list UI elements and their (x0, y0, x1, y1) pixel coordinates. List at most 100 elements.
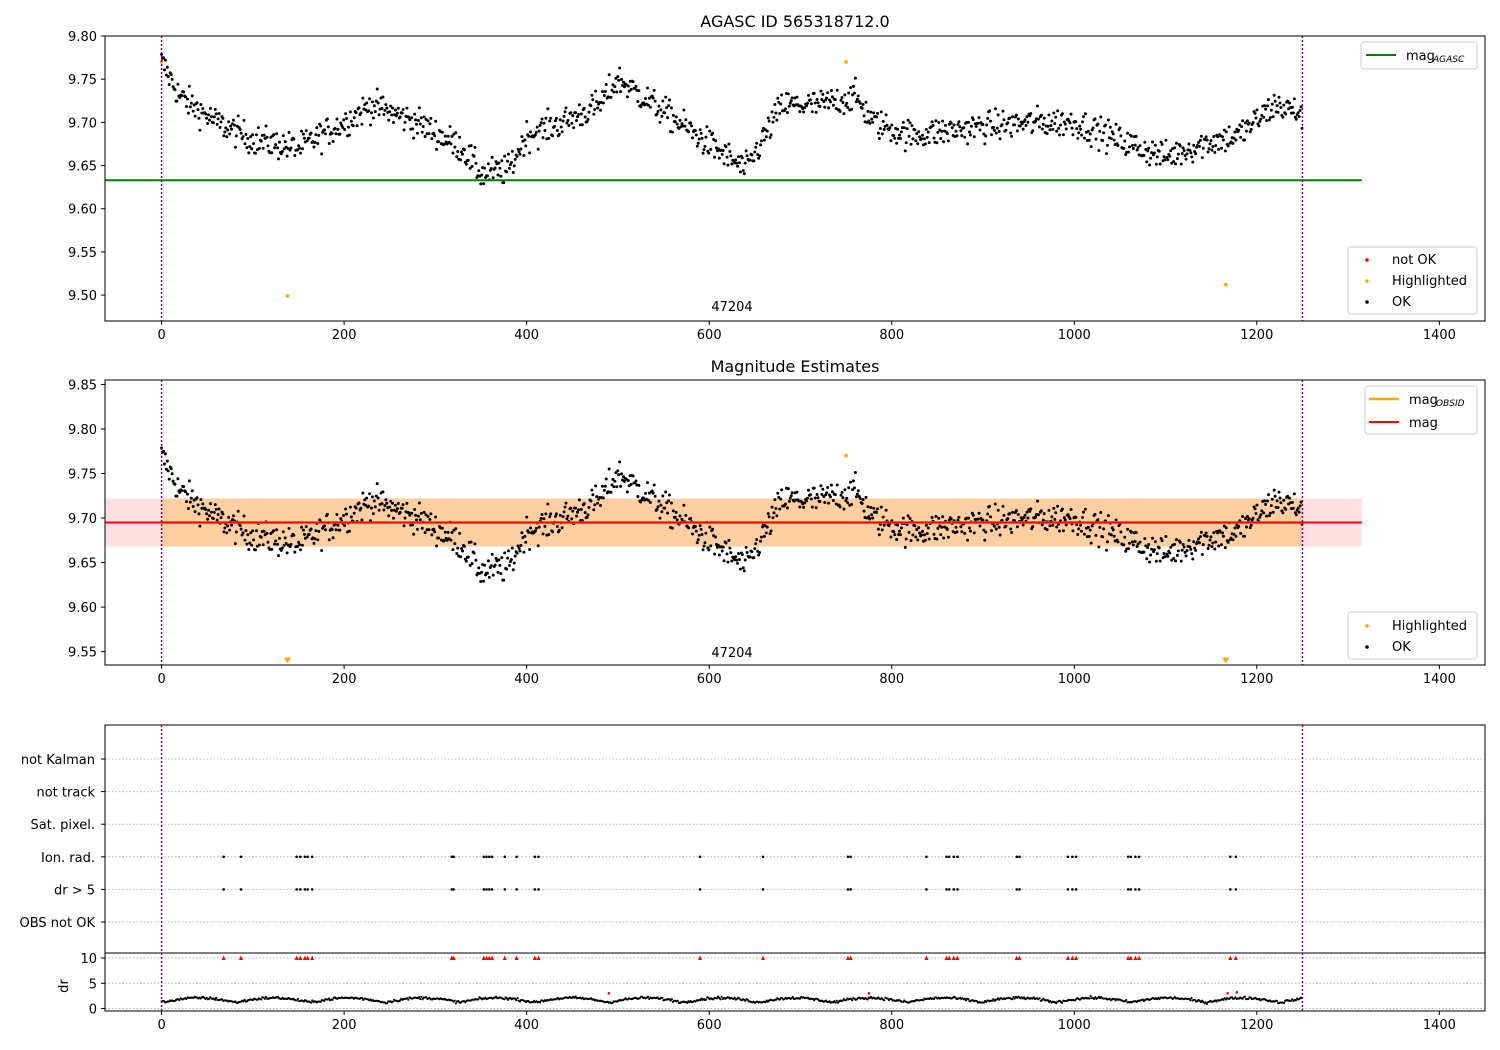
ok-point (925, 532, 929, 536)
ok-point (819, 484, 823, 488)
ok-point (182, 485, 186, 489)
ok-point (705, 125, 709, 129)
ok-point (620, 472, 624, 476)
ok-point (199, 498, 203, 502)
ok-point (841, 101, 845, 105)
ok-point (945, 528, 949, 532)
ok-point (587, 505, 591, 509)
ok-point (1199, 530, 1203, 534)
ok-point (939, 136, 943, 140)
ok-point (540, 513, 544, 517)
ok-point (827, 106, 831, 110)
ok-point (339, 121, 343, 125)
ok-point (407, 511, 411, 515)
ok-point (622, 475, 626, 479)
ok-point (858, 101, 862, 105)
panel2-xtick-label: 600 (697, 672, 722, 687)
ok-point (493, 166, 497, 170)
ok-point (760, 535, 764, 539)
ok-point (790, 491, 794, 495)
ok-point (365, 101, 369, 105)
ok-point (1154, 559, 1158, 563)
ok-point (165, 65, 169, 69)
ok-point (1157, 149, 1161, 153)
dr-over-limit-marker (532, 955, 537, 961)
ok-point (960, 134, 964, 138)
ok-point (899, 130, 903, 134)
dr-over-limit-marker (484, 955, 489, 961)
ok-point (708, 525, 712, 529)
ok-point (245, 146, 249, 150)
ok-point (383, 504, 387, 508)
ok-point (603, 484, 607, 488)
ok-point (1000, 518, 1004, 522)
ok-point (735, 558, 739, 562)
ok-point (871, 516, 875, 520)
ok-point (287, 526, 291, 530)
flag-point (295, 888, 298, 891)
ok-point (346, 125, 350, 129)
ok-point (464, 559, 468, 563)
ok-point (342, 514, 346, 518)
panel1-xtick-label: 1400 (1423, 328, 1456, 343)
ok-point (592, 508, 596, 512)
ok-point (524, 540, 528, 544)
highlighted-offscale-marker (1222, 657, 1230, 664)
ok-point (175, 494, 179, 498)
ok-point (1221, 138, 1225, 142)
ok-point (1050, 515, 1054, 519)
ok-point (729, 154, 733, 158)
ok-point (517, 546, 521, 550)
ok-point (666, 511, 670, 515)
dr-point (207, 997, 211, 1000)
ok-point (1130, 143, 1134, 147)
ok-point (216, 512, 220, 516)
ok-point (590, 93, 594, 97)
ok-point (266, 144, 270, 148)
ok-point (1251, 121, 1255, 125)
ok-point (1052, 111, 1056, 115)
ok-point (1004, 128, 1008, 132)
dr-point (419, 997, 422, 1001)
ok-point (1241, 119, 1245, 123)
ok-point (594, 484, 598, 488)
ok-point (1034, 119, 1038, 123)
ok-point (536, 544, 540, 548)
dr-over-limit-marker (489, 955, 494, 961)
ok-point (944, 123, 948, 127)
dr-point (420, 995, 423, 999)
flag-point (490, 855, 494, 859)
ok-point (345, 117, 349, 121)
ok-point (507, 549, 511, 553)
ok-point (299, 151, 303, 155)
ok-point (1051, 523, 1055, 527)
dr-xtick-label: 600 (697, 1018, 722, 1033)
dr-point (1089, 995, 1092, 998)
ok-point (903, 149, 907, 153)
dr-over-limit-marker (310, 955, 315, 961)
ok-point (711, 131, 715, 135)
ok-point (607, 73, 611, 77)
ok-point (208, 514, 212, 518)
ok-point (513, 554, 517, 558)
ok-point (768, 135, 772, 139)
ok-point (909, 142, 913, 146)
dr-over-limit-marker (302, 955, 307, 961)
ok-point (721, 545, 725, 549)
ok-point (766, 116, 770, 120)
flag-point (956, 855, 959, 859)
ok-point (617, 78, 621, 82)
highlighted-point (1223, 282, 1228, 287)
ok-point (190, 489, 194, 493)
ok-point (442, 142, 446, 146)
ok-point (888, 126, 892, 130)
ok-point (217, 112, 221, 116)
ok-point (212, 510, 216, 514)
dr-point (1032, 996, 1035, 999)
ok-point (1269, 108, 1273, 112)
ok-point (489, 167, 493, 171)
ok-point (984, 134, 988, 138)
ok-point (645, 86, 649, 90)
ok-point (923, 538, 927, 542)
ok-point (459, 158, 463, 162)
